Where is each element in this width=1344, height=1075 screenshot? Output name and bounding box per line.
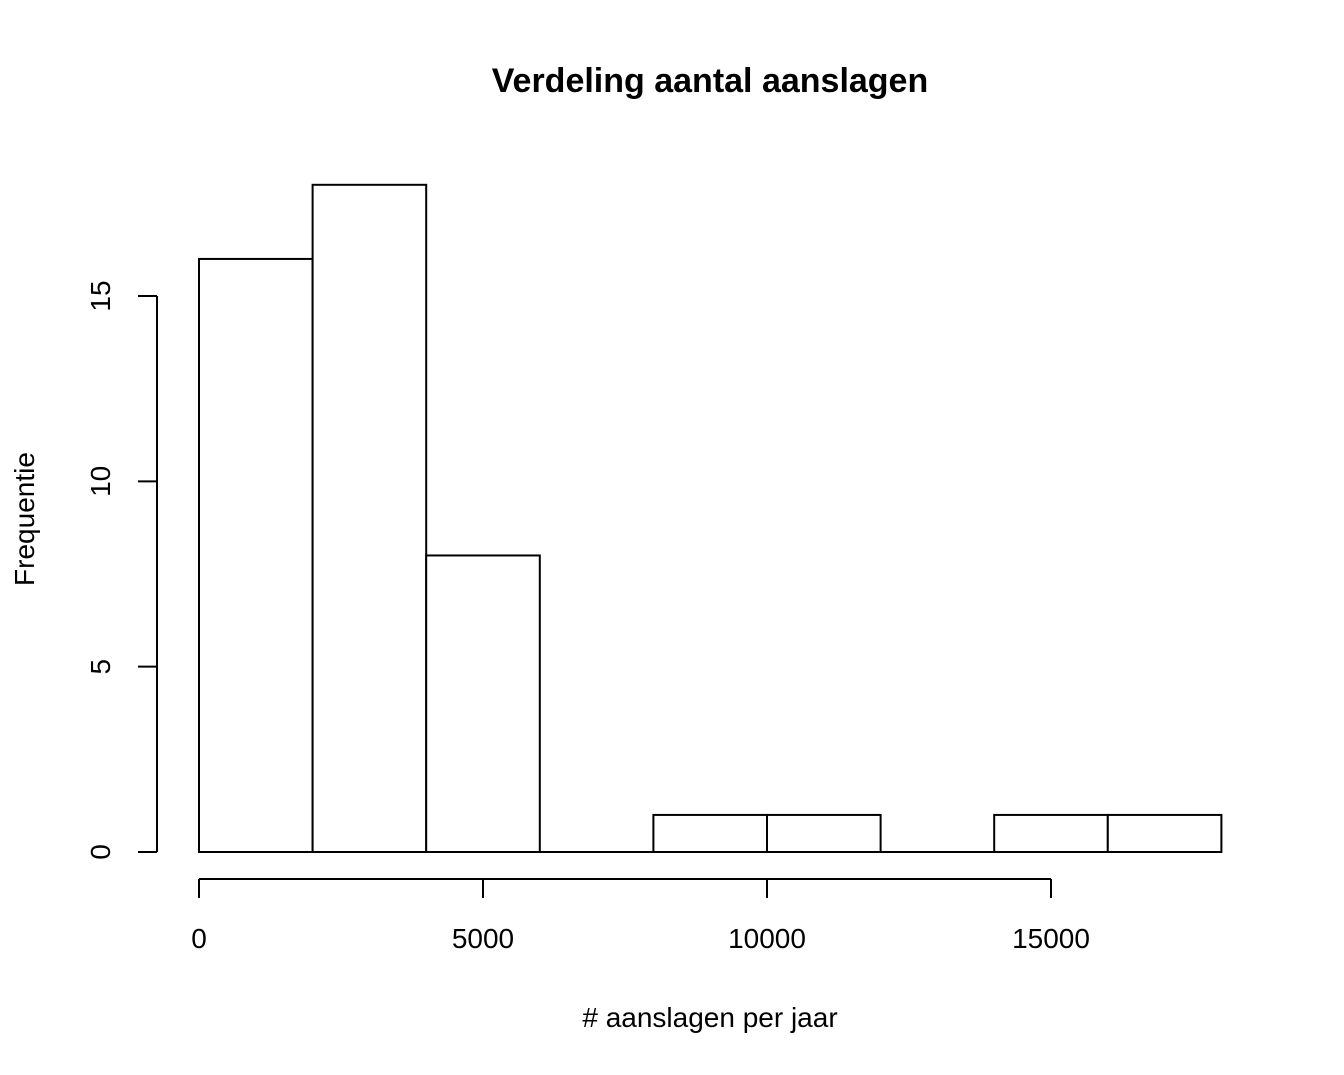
histogram-bar-1: [311, 183, 428, 854]
y-axis: 0 5 10 15: [85, 280, 158, 860]
histogram-bar-0: [198, 257, 314, 853]
histogram-bar-2: [425, 554, 541, 853]
y-tick-label-2: 10: [85, 466, 116, 497]
x-tick-label-1: 5000: [452, 923, 514, 954]
x-axis: 0 5000 10000 15000: [191, 878, 1090, 954]
x-axis-label: # aanslagen per jaar: [582, 1002, 837, 1033]
y-tick-label-3: 15: [85, 280, 116, 311]
x-tick-label-0: 0: [191, 923, 207, 954]
chart-title: Verdeling aantal aanslagen: [492, 62, 929, 100]
y-axis-label: Frequentie: [9, 452, 40, 586]
y-tick-label-0: 0: [85, 844, 116, 860]
x-tick-label-3: 15000: [1012, 923, 1090, 954]
histogram-bar-4: [652, 813, 769, 854]
histogram-bar-5: [766, 813, 882, 854]
y-tick-label-1: 5: [85, 659, 116, 675]
x-tick-label-2: 10000: [728, 923, 806, 954]
histogram-bar-8: [1106, 813, 1223, 854]
bars-group: [198, 183, 1223, 854]
histogram-bar-7: [993, 813, 1109, 854]
